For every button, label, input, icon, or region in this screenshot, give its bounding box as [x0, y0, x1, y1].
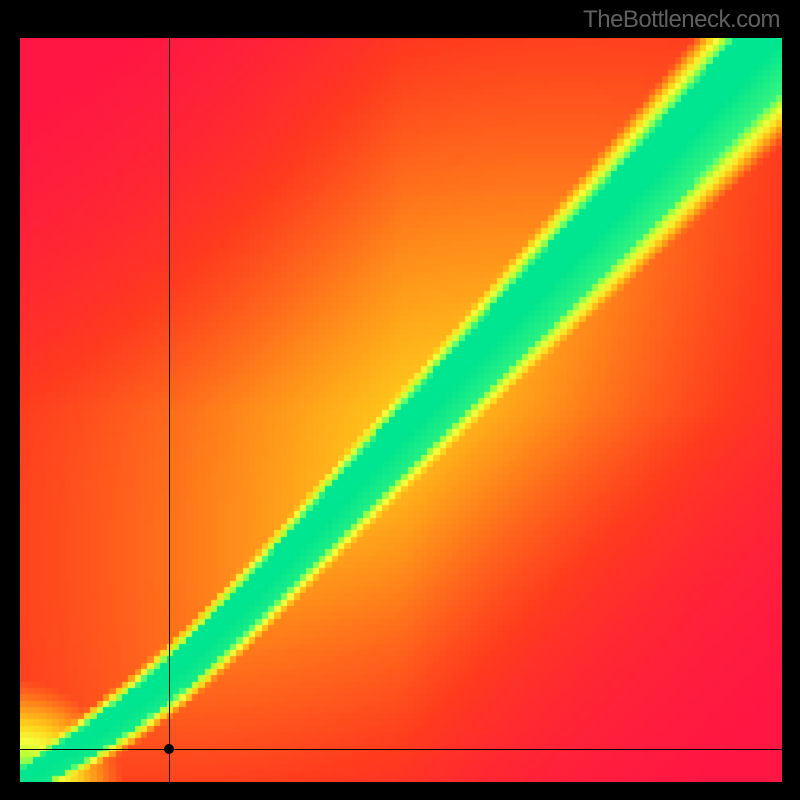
data-point-marker	[164, 744, 174, 754]
crosshair-horizontal	[20, 749, 782, 750]
attribution-label: TheBottleneck.com	[583, 6, 780, 34]
plot-area	[20, 38, 782, 782]
crosshair-vertical	[169, 38, 170, 782]
chart-frame: TheBottleneck.com	[0, 0, 800, 800]
heatmap-canvas	[20, 38, 782, 782]
